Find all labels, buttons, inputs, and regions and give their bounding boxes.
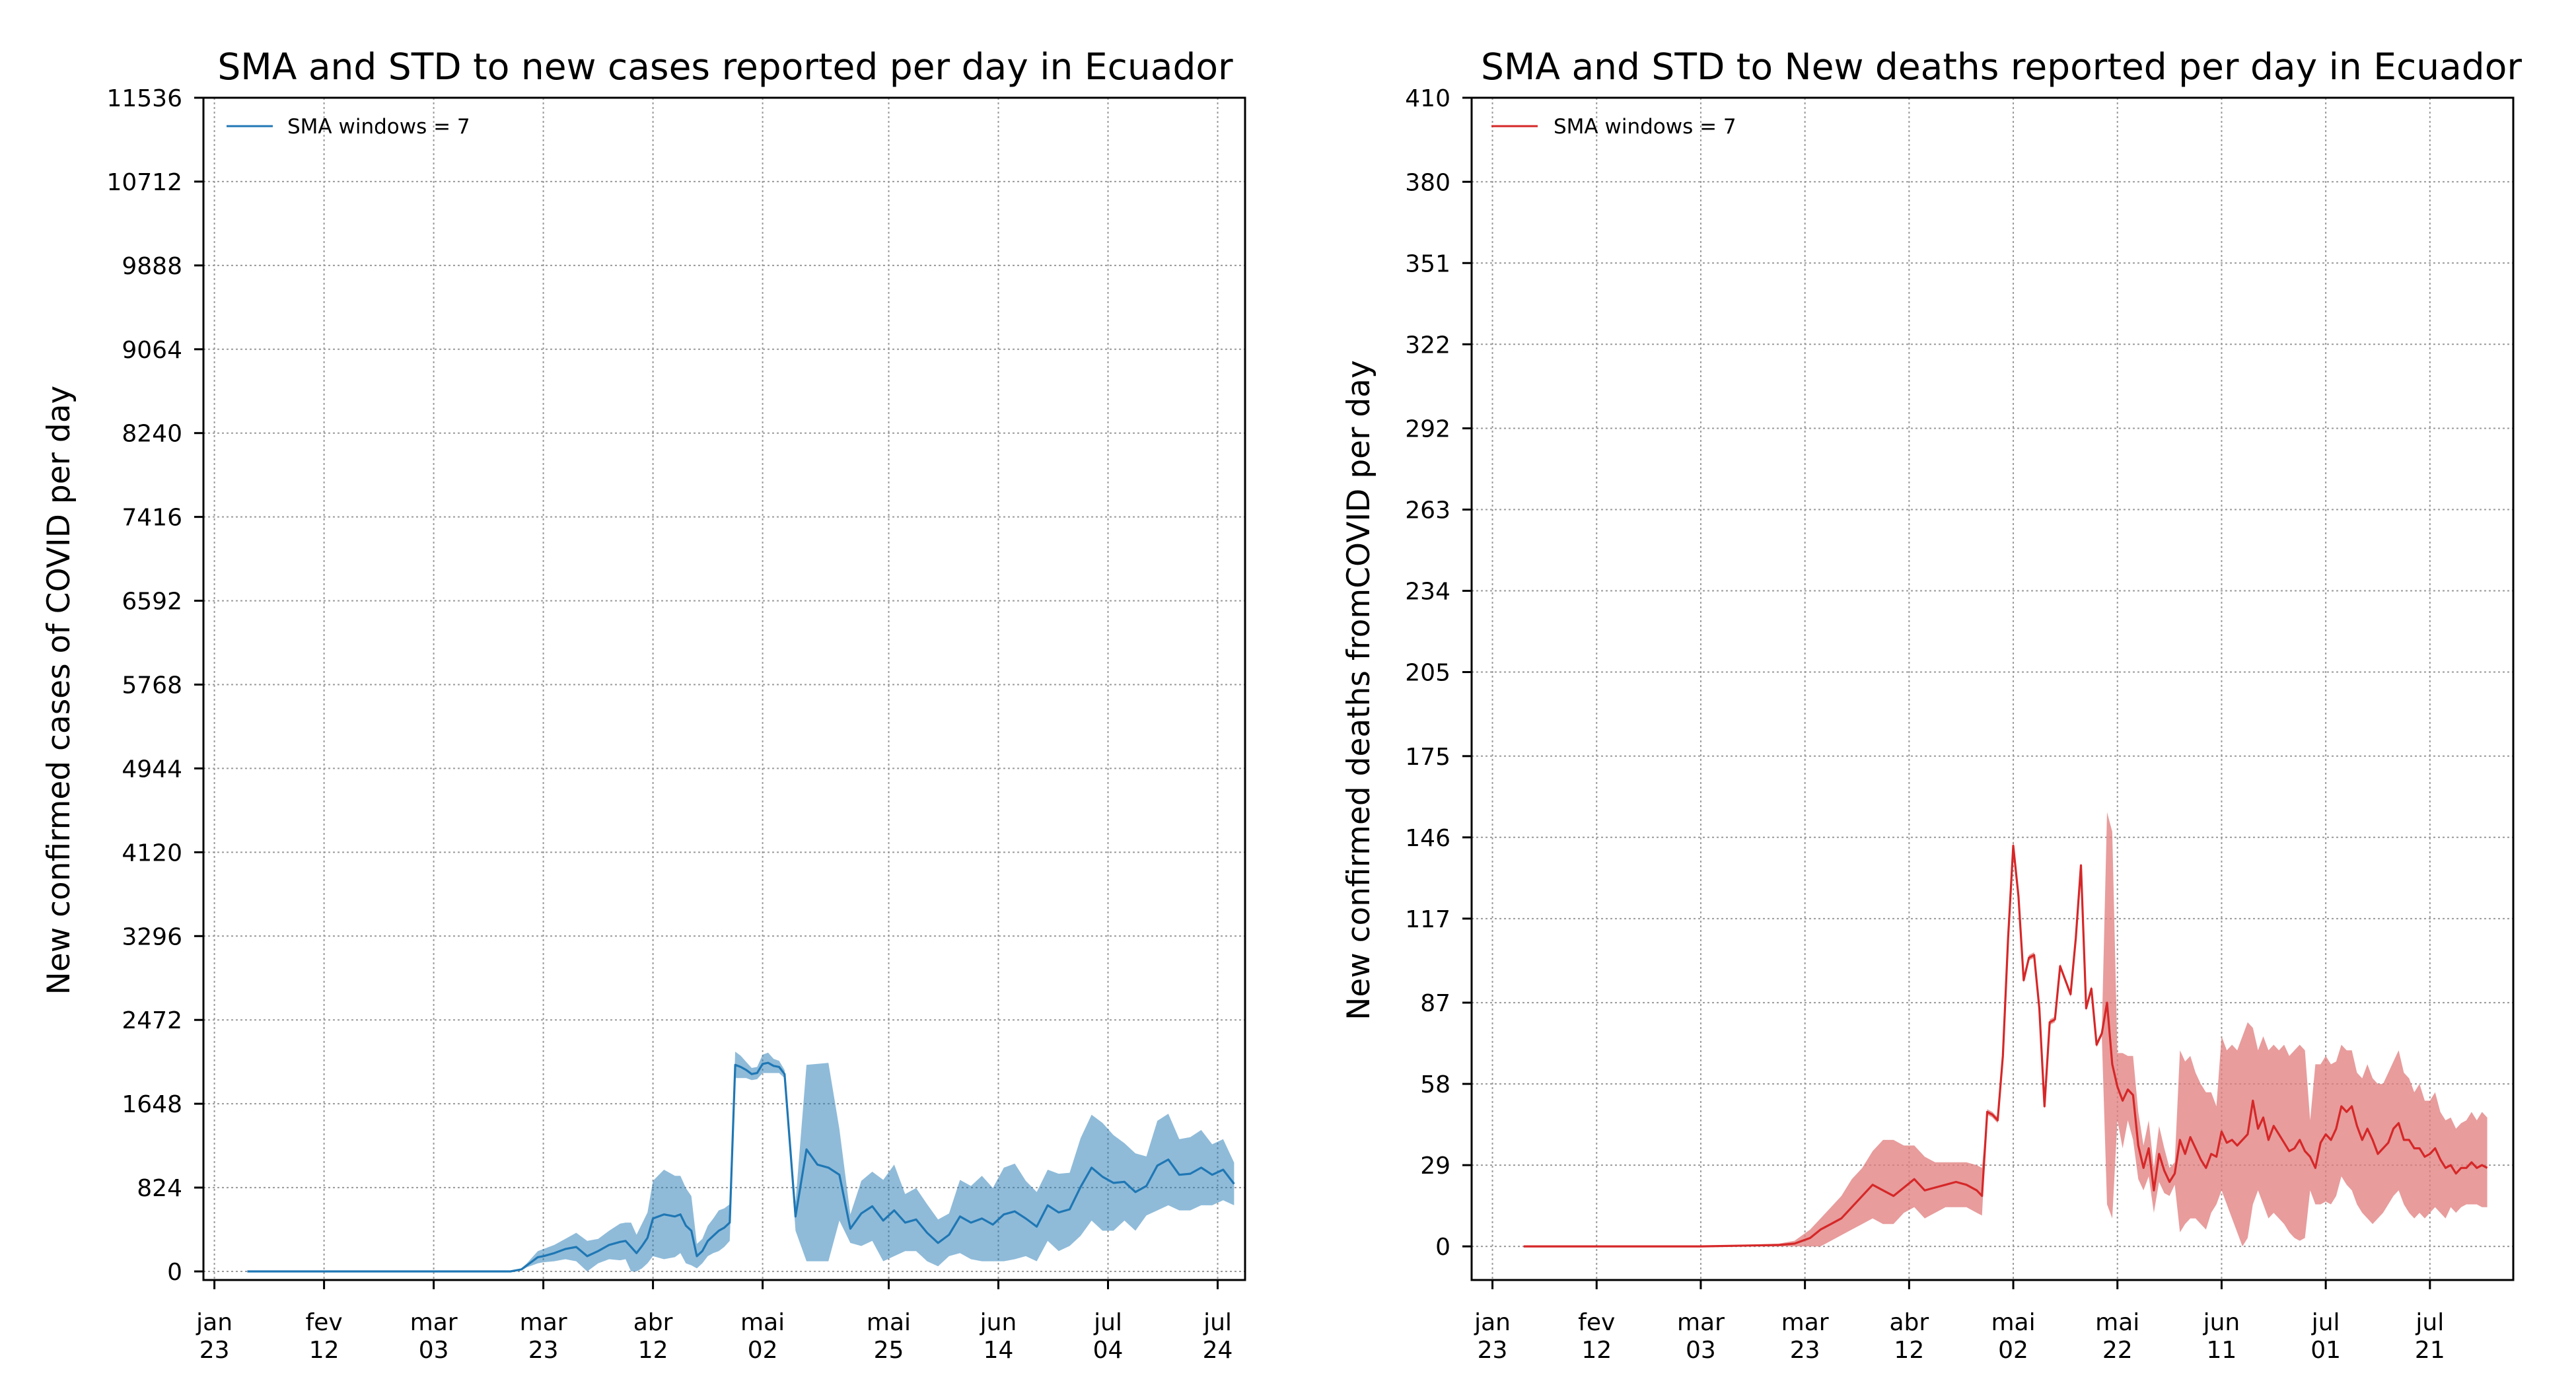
deaths-y-tick-label: 322 bbox=[1405, 332, 1450, 359]
deaths-x-tick-day: 01 bbox=[2310, 1337, 2341, 1364]
cases-y-tick-label: 4120 bbox=[122, 839, 182, 867]
deaths-sma-line-layer bbox=[1523, 844, 2488, 1248]
cases-x-tick-day: 24 bbox=[1203, 1337, 1233, 1364]
deaths-x-tick-day: 12 bbox=[1581, 1337, 1612, 1364]
cases-legend: SMA windows = 7 bbox=[227, 115, 470, 139]
cases-y-tick-label: 9888 bbox=[122, 253, 182, 280]
cases-x-tick-month: jul bbox=[1093, 1309, 1122, 1336]
cases-x-tick-day: 14 bbox=[984, 1337, 1014, 1364]
cases-y-tick-label: 7416 bbox=[122, 505, 182, 532]
deaths-chart-title: SMA and STD to New deaths reported per d… bbox=[1481, 46, 2522, 88]
deaths-y-ticks: 0 29 58 87 117 146 175 205 234 263 292 322 351 380 410 bbox=[1405, 85, 1472, 1261]
deaths-x-tick-day: 23 bbox=[1478, 1337, 1508, 1364]
cases-x-tick-month: fev bbox=[306, 1309, 343, 1336]
cases-y-tick-label: 5768 bbox=[122, 672, 182, 699]
cases-x-tick-month: mar bbox=[410, 1309, 458, 1336]
cases-std-band-layer bbox=[247, 1051, 1234, 1271]
deaths-y-tick-label: 87 bbox=[1420, 990, 1450, 1017]
cases-y-axis-label: New confirmed cases of COVID per day bbox=[41, 386, 77, 995]
cases-y-tick-label: 1648 bbox=[122, 1091, 182, 1118]
cases-x-tick-day: 04 bbox=[1093, 1337, 1124, 1364]
cases-y-ticks: 0 824 1648 2472 3296 4120 4944 5768 6592 7416 8240… bbox=[106, 85, 203, 1286]
cases-x-tick-month: abr bbox=[633, 1309, 673, 1336]
cases-y-tick-label: 824 bbox=[137, 1175, 182, 1202]
deaths-x-tick-day: 03 bbox=[1686, 1337, 1716, 1364]
cases-x-tick-day: 25 bbox=[874, 1337, 904, 1364]
deaths-sma-line bbox=[1523, 844, 2488, 1248]
cases-y-tick-label: 10712 bbox=[106, 169, 182, 196]
deaths-y-tick-label: 234 bbox=[1405, 579, 1450, 606]
cases-y-tick-label: 0 bbox=[167, 1259, 182, 1286]
cases-x-tick-day: 02 bbox=[748, 1337, 778, 1364]
cases-x-tick-month: mai bbox=[867, 1309, 911, 1336]
deaths-y-tick-label: 351 bbox=[1405, 250, 1450, 277]
cases-x-tick-day: 23 bbox=[199, 1337, 230, 1364]
cases-y-tick-label: 6592 bbox=[122, 588, 182, 616]
deaths-y-tick-label: 146 bbox=[1405, 825, 1450, 852]
deaths-x-tick-day: 23 bbox=[1790, 1337, 1820, 1364]
deaths-y-tick-label: 0 bbox=[1435, 1234, 1450, 1261]
cases-legend-label: SMA windows = 7 bbox=[287, 115, 470, 139]
cases-y-tick-label: 8240 bbox=[122, 421, 182, 448]
cases-x-tick-month: jul bbox=[1203, 1309, 1232, 1336]
cases-y-tick-label: 11536 bbox=[106, 85, 182, 112]
cases-sma-line bbox=[247, 1061, 1235, 1273]
deaths-y-tick-label: 263 bbox=[1405, 497, 1450, 524]
deaths-x-tick-month: jul bbox=[2415, 1309, 2444, 1336]
deaths-x-ticks: jan23fev12mar03mar23abr12mai02mai22jun11… bbox=[1474, 1280, 2445, 1364]
deaths-x-tick-day: 02 bbox=[1998, 1337, 2028, 1364]
deaths-std-band-layer bbox=[1523, 812, 2487, 1247]
deaths-x-tick-day: 22 bbox=[2102, 1337, 2133, 1364]
deaths-x-tick-month: mar bbox=[1677, 1309, 1725, 1336]
cases-y-tick-label: 9064 bbox=[122, 337, 182, 364]
cases-x-tick-month: mai bbox=[740, 1309, 785, 1336]
deaths-x-tick-month: mar bbox=[1781, 1309, 1829, 1336]
deaths-x-tick-day: 12 bbox=[1894, 1337, 1924, 1364]
deaths-legend-label: SMA windows = 7 bbox=[1554, 115, 1736, 139]
deaths-plot-frame bbox=[1470, 96, 2515, 1281]
deaths-chart: SMA and STD to New deaths reported per d… bbox=[1341, 46, 2522, 1364]
cases-x-tick-day: 23 bbox=[528, 1337, 559, 1364]
cases-grid bbox=[203, 97, 1245, 1280]
deaths-std-band bbox=[1523, 812, 2487, 1247]
deaths-y-tick-label: 205 bbox=[1405, 660, 1450, 687]
cases-y-tick-label: 3296 bbox=[122, 923, 182, 950]
deaths-x-tick-month: jun bbox=[2203, 1309, 2240, 1336]
deaths-x-tick-month: jan bbox=[1474, 1309, 1511, 1336]
deaths-x-tick-day: 21 bbox=[2415, 1337, 2445, 1364]
deaths-y-axis-label: New confirmed deaths fromCOVID per day bbox=[1341, 360, 1377, 1020]
cases-x-tick-day: 12 bbox=[309, 1337, 340, 1364]
cases-x-ticks: jan23fev12mar03mar23abr12mai02mai25jun14… bbox=[196, 1280, 1233, 1364]
cases-y-tick-label: 4944 bbox=[122, 756, 182, 783]
cases-y-tick-label: 2472 bbox=[122, 1007, 182, 1034]
deaths-y-tick-label: 410 bbox=[1405, 85, 1450, 112]
deaths-y-tick-label: 380 bbox=[1405, 169, 1450, 196]
cases-sma-line-layer bbox=[247, 1061, 1235, 1273]
deaths-x-tick-month: jul bbox=[2311, 1309, 2340, 1336]
cases-x-tick-day: 03 bbox=[419, 1337, 449, 1364]
cases-chart: SMA and STD to new cases reported per da… bbox=[41, 46, 1246, 1364]
cases-x-tick-month: jan bbox=[196, 1309, 233, 1336]
deaths-y-tick-label: 175 bbox=[1405, 744, 1450, 771]
deaths-x-tick-month: abr bbox=[1889, 1309, 1929, 1336]
cases-std-band bbox=[247, 1051, 1234, 1271]
deaths-x-tick-day: 11 bbox=[2207, 1337, 2237, 1364]
deaths-legend: SMA windows = 7 bbox=[1491, 115, 1736, 139]
deaths-x-tick-month: mai bbox=[1991, 1309, 2035, 1336]
deaths-y-tick-label: 58 bbox=[1420, 1071, 1450, 1098]
cases-x-tick-day: 12 bbox=[638, 1337, 668, 1364]
deaths-x-tick-month: mai bbox=[2095, 1309, 2139, 1336]
cases-plot-frame bbox=[202, 96, 1246, 1281]
deaths-y-tick-label: 292 bbox=[1405, 416, 1450, 443]
cases-x-tick-month: jun bbox=[980, 1309, 1017, 1336]
deaths-x-tick-month: fev bbox=[1578, 1309, 1615, 1336]
deaths-y-tick-label: 117 bbox=[1405, 906, 1450, 933]
cases-x-tick-month: mar bbox=[520, 1309, 567, 1336]
cases-chart-title: SMA and STD to new cases reported per da… bbox=[217, 46, 1233, 88]
deaths-y-tick-label: 29 bbox=[1420, 1153, 1450, 1180]
